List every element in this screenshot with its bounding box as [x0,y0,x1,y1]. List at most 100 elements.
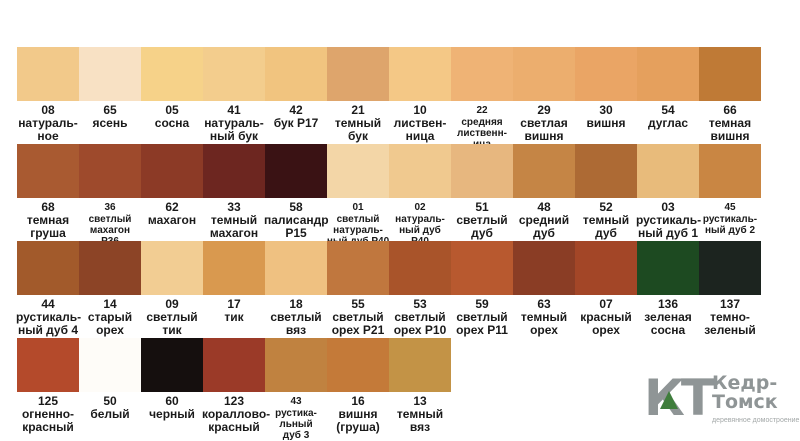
swatch-name: палисандр Р15 [264,213,329,240]
swatch-code: 62 [165,200,179,214]
swatch-code: 51 [475,200,489,214]
swatch-code: 42 [289,103,303,117]
swatch-code: 09 [165,297,179,311]
swatch-name: вишня (груша) [336,407,380,434]
color-swatch-item: 17 тик [202,241,266,324]
color-swatch-item: 63 темный орех [512,241,576,337]
color-swatch [389,241,451,295]
color-swatch [79,144,141,198]
swatch-code: 136 [657,297,679,311]
swatch-code: 137 [719,297,741,311]
kedr-tomsk-logo: КТ Кедр- Томск деревянное домостроение [640,369,799,436]
swatch-name: зеленая сосна [644,310,692,337]
color-swatch-item: 137 темно- зеленый [698,241,762,337]
color-swatch-item: 10 листвен- ница [388,47,452,143]
color-swatch [637,47,699,101]
swatch-name: красный орех [580,310,632,337]
color-swatch [265,144,327,198]
color-swatch [203,241,265,295]
color-swatch-item: 48 средний дуб [512,144,576,240]
color-swatch [699,144,761,198]
color-swatch-item: 07 красный орех [574,241,638,337]
swatch-code: 10 [413,103,427,117]
color-swatch-item: 59 светлый орех Р11 [450,241,514,337]
logo-brand-line2: Томск [712,391,778,413]
swatch-name: светлый орех Р10 [393,310,447,337]
swatch-code: 36 [104,202,116,213]
color-swatch [637,241,699,295]
color-swatch [203,144,265,198]
color-swatch-item: 14 старый орех [78,241,142,337]
swatch-code: 60 [165,394,179,408]
swatch-code: 55 [351,297,365,311]
swatch-name: рустика- льный дуб 3 [275,408,317,441]
color-swatch-item: 62 махагон [140,144,204,227]
color-swatch-item: 51 светлый дуб [450,144,514,240]
swatch-code: 52 [599,200,613,214]
color-swatch-item: 60 черный [140,338,204,421]
color-swatch [513,241,575,295]
color-swatch [141,338,203,392]
swatch-code: 68 [41,200,55,214]
swatch-name: белый [90,407,130,421]
swatch-code: 21 [351,103,365,117]
color-swatch [17,241,79,295]
color-swatch [451,47,513,101]
color-swatch [203,338,265,392]
swatch-name: средний дуб [518,213,570,240]
swatch-code: 54 [661,103,675,117]
swatch-code: 53 [413,297,427,311]
swatch-code: 41 [227,103,241,117]
color-swatch [637,144,699,198]
swatch-name: дуглас [647,116,689,130]
swatch-name: темная вишня [708,116,752,143]
swatch-name: огненно- красный [21,407,75,434]
swatch-name: темный дуб [582,213,630,240]
color-swatch [17,47,79,101]
color-swatch-item: 65 ясень [78,47,142,130]
color-swatch-item: 16 вишня (груша) [326,338,390,434]
swatch-code: 05 [165,103,179,117]
color-swatch-item: 42 бук Р17 [264,47,328,130]
swatch-name: рустикаль- ный дуб 1 [636,213,702,240]
logo-brand-line1: Кедр- [712,372,778,394]
swatch-name: вишня [586,116,626,130]
color-swatch [79,338,141,392]
swatch-name: темно- зеленый [704,310,756,337]
swatch-name: кораллово- красный [202,407,271,434]
color-swatch-item: 136 зеленая сосна [636,241,700,337]
color-swatch [141,144,203,198]
color-swatch [79,47,141,101]
swatch-name: темный махагон [209,213,259,240]
color-swatch [265,338,327,392]
swatch-code: 07 [599,297,613,311]
color-swatch [699,241,761,295]
color-swatch [141,47,203,101]
color-swatch [575,241,637,295]
color-swatch-item: 66 темная вишня [698,47,762,143]
color-swatch [265,241,327,295]
color-swatch [327,47,389,101]
color-swatch-item: 68 темная груша [16,144,80,240]
swatch-code: 01 [352,202,364,213]
color-swatch-item: 09 светлый тик [140,241,204,337]
color-swatch [17,338,79,392]
color-swatch [513,144,575,198]
swatch-name: светлая вишня [520,116,568,143]
swatch-code: 66 [723,103,737,117]
color-swatch [451,241,513,295]
swatch-name: листвен- ница [393,116,447,143]
color-swatch [327,338,389,392]
color-swatch [699,47,761,101]
color-swatch [327,241,389,295]
color-swatch [389,47,451,101]
color-swatch-item: 125 огненно- красный [16,338,80,434]
logo-mark: КТ [644,369,715,427]
color-swatch [17,144,79,198]
